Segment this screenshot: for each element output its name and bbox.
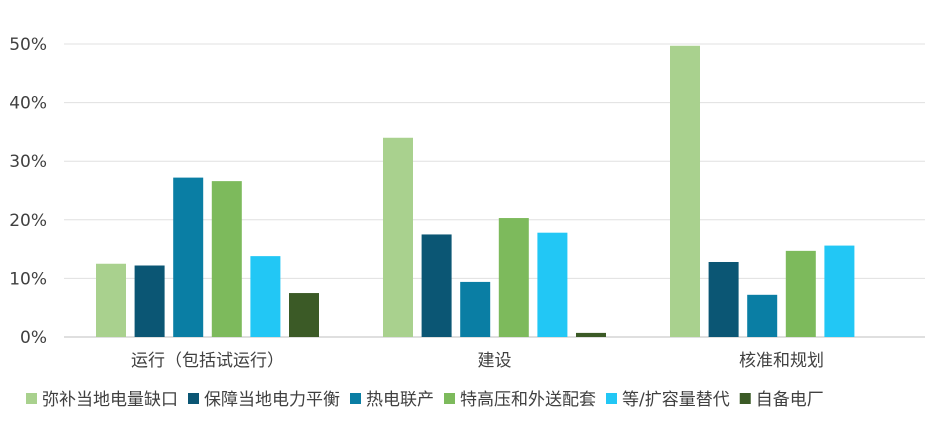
x-category-label: 建设 <box>478 351 512 371</box>
y-tick-label: 30% <box>9 152 47 172</box>
bar <box>250 256 281 337</box>
y-tick-label: 40% <box>9 94 47 114</box>
legend-swatch <box>444 393 455 404</box>
bar <box>576 332 606 337</box>
bar <box>824 245 855 337</box>
y-tick-label: 50% <box>9 35 47 55</box>
bar <box>134 265 165 337</box>
x-axis: 运行（包括试运行） 建设 核准和规划 <box>131 351 824 371</box>
legend-swatch <box>739 393 751 404</box>
legend-swatch <box>188 393 199 404</box>
x-category-label: 运行（包括试运行） <box>131 351 284 371</box>
bar <box>211 181 242 337</box>
legend-label: 等/扩容量替代 <box>622 390 730 410</box>
y-tick-label: 10% <box>9 269 47 289</box>
bar <box>537 232 568 337</box>
bar <box>785 250 816 337</box>
legend-label: 热电联产 <box>366 390 434 410</box>
x-category-label: 核准和规划 <box>739 351 824 371</box>
legend-swatch <box>606 393 617 404</box>
bar <box>498 218 529 337</box>
bar <box>421 234 452 337</box>
legend-label: 保障当地电力平衡 <box>204 390 340 410</box>
gridlines <box>64 43 925 338</box>
bar <box>708 261 739 337</box>
bars <box>96 45 855 338</box>
bar <box>383 137 413 337</box>
bar <box>747 294 778 337</box>
bar <box>96 263 126 337</box>
y-tick-label: 20% <box>9 211 47 231</box>
legend-swatch <box>26 393 37 404</box>
legend-label: 自备电厂 <box>756 390 824 410</box>
bar <box>173 177 204 337</box>
bar <box>670 45 700 338</box>
legend-label: 弥补当地电量缺口 <box>42 390 178 410</box>
bar <box>289 293 319 337</box>
legend-swatch <box>350 393 361 404</box>
y-axis: 0% 10% 20% 30% 40% 50% <box>9 35 47 348</box>
legend-label: 特高压和外送配套 <box>460 390 596 410</box>
legend: 弥补当地电量缺口 保障当地电力平衡 热电联产 特高压和外送配套 等/扩容量替代 自备电厂 <box>26 390 824 410</box>
y-tick-label: 0% <box>20 328 47 348</box>
bar <box>460 281 491 337</box>
